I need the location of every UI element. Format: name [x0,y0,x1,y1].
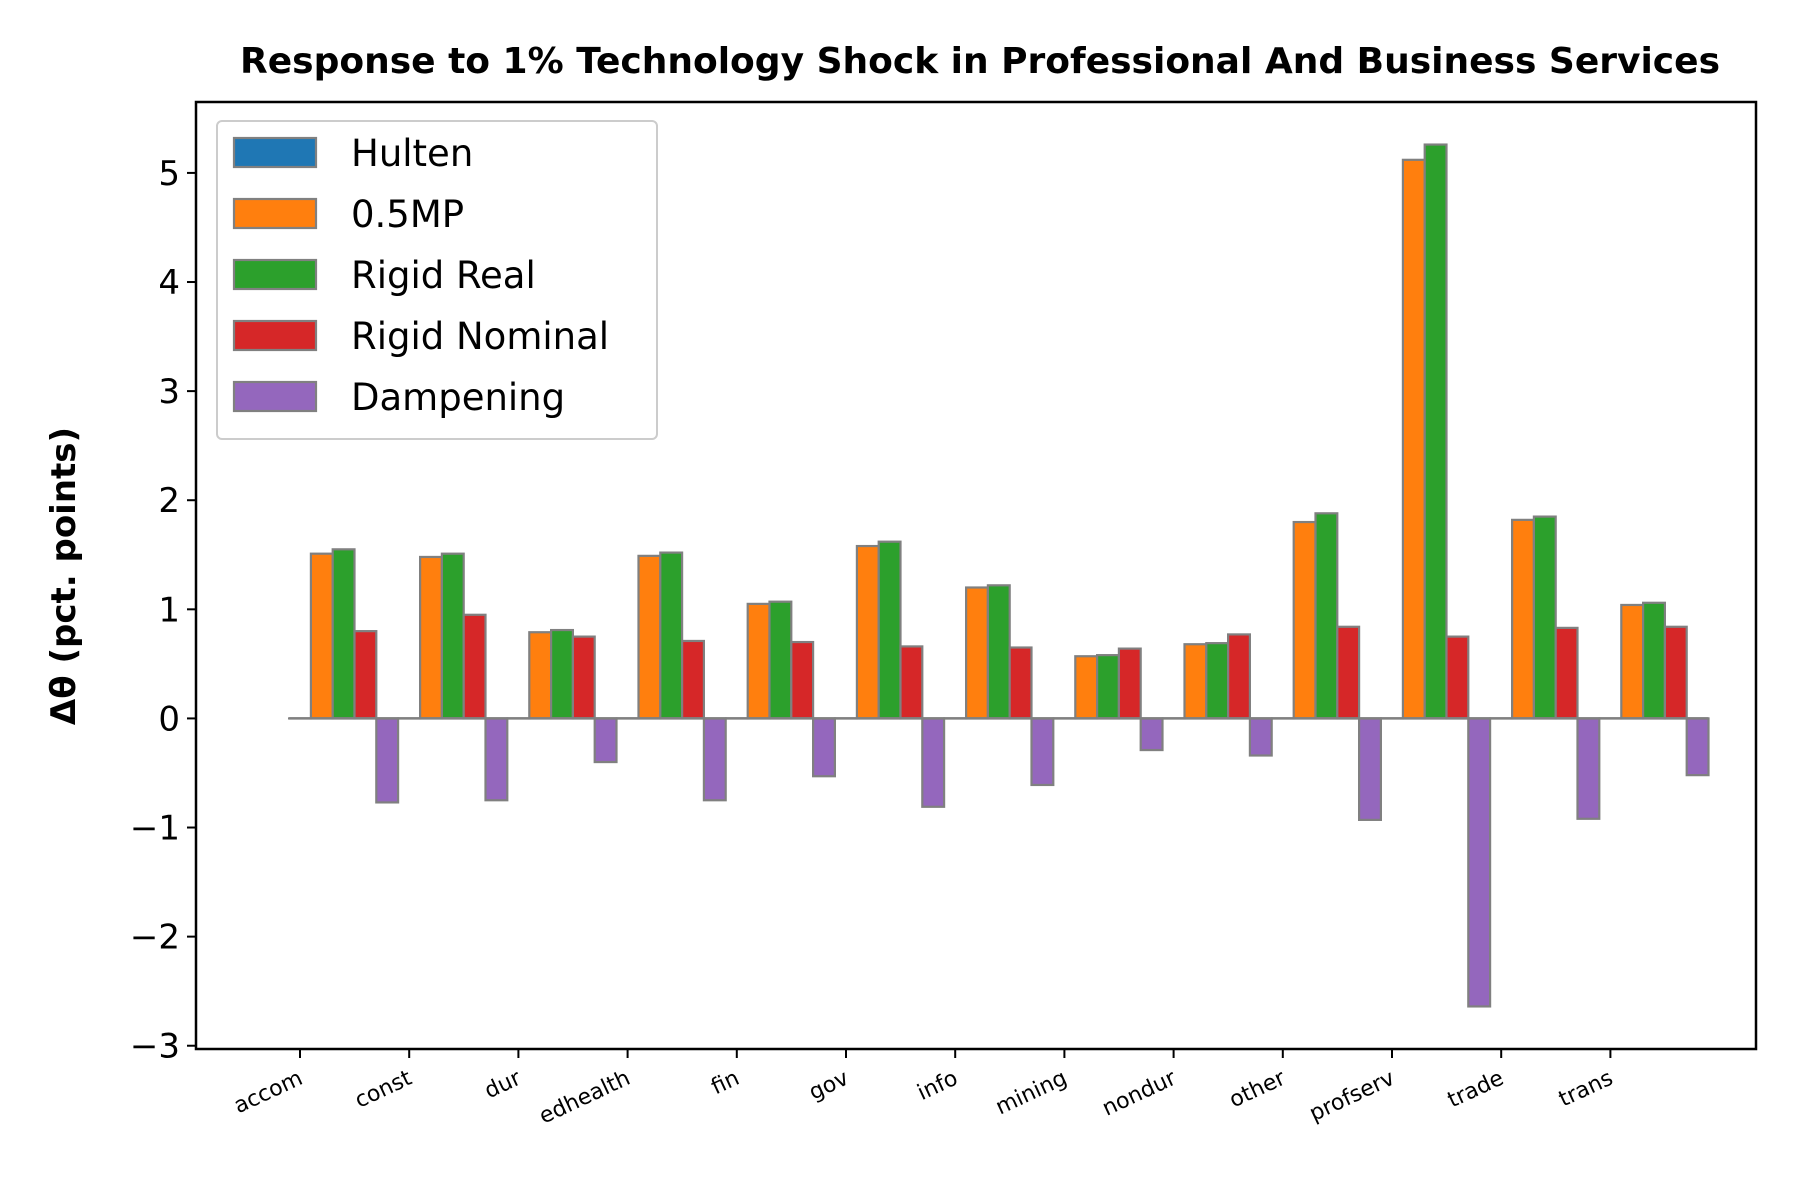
bar-rigid-real-accom [331,548,356,720]
bar-rigid-real-other [1314,512,1339,720]
bar-rigid-nominal-const [462,613,487,720]
legend: Hulten 0.5MP Rigid Real Rigid Nominal Dampen… [216,120,658,440]
bar-dampening-const [484,717,509,802]
x-tick-label: trade [1444,1066,1508,1113]
bar-dampening-nondur [1248,717,1273,757]
x-tick-label: mining [992,1066,1071,1121]
bar-rigid-nominal-edhealth [680,639,705,720]
bar-dampening-trade [1576,717,1601,820]
bar-0-5mp-info [964,586,989,720]
x-tick-label: accom [230,1066,306,1119]
legend-swatch [232,258,318,291]
bar-rigid-nominal-gov [899,645,924,720]
y-tick-label: 3 [158,372,180,412]
bar-0-5mp-gov [855,544,880,720]
chart-title: Response to 1% Technology Shock in Profe… [240,41,1720,82]
bar-0-5mp-profserv [1401,158,1426,720]
x-tick-label: gov [805,1066,852,1106]
x-tick-label: trans [1555,1066,1617,1113]
bar-dampening-profserv [1467,717,1492,1008]
y-tick-label: 2 [158,481,180,521]
bar-0-5mp-dur [528,631,553,720]
legend-label: Rigid Real [351,254,536,297]
y-tick-label: 4 [158,263,180,303]
y-tick-label: −1 [130,809,180,849]
bar-dampening-edhealth [702,717,727,802]
bar-rigid-nominal-profserv [1445,635,1470,720]
bar-rigid-nominal-other [1336,625,1361,720]
legend-swatch [232,197,318,230]
x-tick-label: edhealth [536,1066,635,1130]
bar-0-5mp-accom [309,552,334,720]
x-tick-label: fin [708,1066,744,1100]
bar-rigid-nominal-dur [571,635,596,720]
y-tick-label: 0 [158,699,180,739]
y-axis: −3 −2 −1 0 1 2 3 4 5 [130,154,196,1067]
legend-frame [216,120,658,440]
bar-0-5mp-nondur [1183,643,1208,720]
bar-rigid-nominal-trade [1554,626,1579,720]
x-tick-label: nondur [1099,1065,1181,1121]
x-axis: accom const dur edhealth fin gov info mining non… [230,1049,1617,1129]
bar-0-5mp-trade [1510,518,1535,720]
bar-rigid-real-const [440,552,465,720]
bar-dampening-gov [921,717,946,808]
y-tick-label: 1 [158,590,180,630]
bar-dampening-accom [375,717,400,804]
legend-label: 0.5MP [351,193,464,236]
bar-rigid-real-nondur [1205,642,1230,720]
bar-dampening-fin [811,717,836,778]
x-tick-label: profserv [1306,1066,1399,1127]
bar-rigid-real-fin [768,600,793,720]
bar-0-5mp-fin [746,602,771,720]
bar-dampening-other [1357,717,1382,821]
bar-rigid-nominal-info [1008,646,1033,720]
y-axis-label: Δθ (pct. points) [44,427,84,725]
bar-rigid-real-trans [1641,601,1666,720]
legend-label: Rigid Nominal [351,315,609,358]
x-tick-label: dur [481,1065,526,1104]
bar-rigid-nominal-nondur [1226,633,1251,720]
bar-dampening-info [1030,717,1055,787]
bar-rigid-nominal-accom [353,630,378,720]
y-tick-label: 5 [158,154,180,194]
bar-dampening-mining [1139,717,1164,752]
bar-0-5mp-edhealth [637,554,662,720]
x-tick-label: const [351,1066,416,1114]
bar-rigid-real-edhealth [659,551,684,720]
bar-rigid-real-mining [1095,654,1120,720]
legend-swatch [232,319,318,352]
y-tick-label: −3 [130,1027,180,1067]
bar-0-5mp-mining [1074,655,1099,720]
bar-rigid-nominal-mining [1117,647,1142,720]
legend-swatch [232,380,318,413]
bar-dampening-trans [1685,717,1710,777]
bar-rigid-real-dur [549,628,574,720]
legend-swatch [232,136,318,169]
bar-rigid-real-trade [1532,515,1557,720]
bar-rigid-real-gov [877,540,902,720]
x-tick-label: info [914,1066,962,1106]
y-tick-label: −2 [130,918,180,958]
bar-0-5mp-other [1292,520,1317,720]
bar-rigid-real-info [986,584,1011,720]
bar-rigid-real-profserv [1423,143,1448,720]
x-tick-label: other [1226,1065,1291,1113]
bar-0-5mp-trans [1620,603,1645,720]
bar-dampening-dur [593,717,618,764]
bar-rigid-nominal-trans [1663,625,1688,720]
bar-0-5mp-const [419,555,444,720]
plot-frame [194,100,1758,1051]
legend-label: Hulten [351,132,473,175]
legend-label: Dampening [351,376,565,419]
bars-layer [288,143,1710,1008]
bar-rigid-nominal-fin [790,640,815,720]
